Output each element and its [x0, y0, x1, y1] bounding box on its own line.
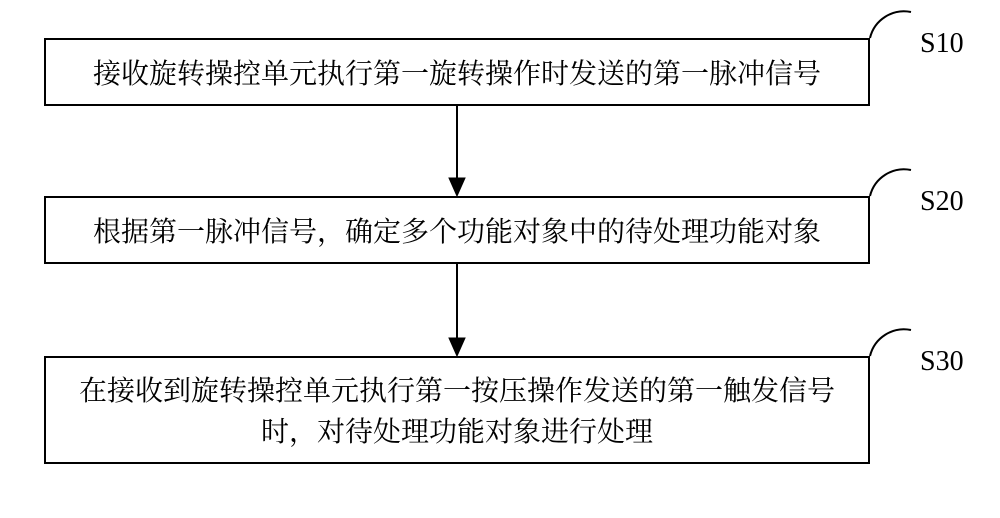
flow-node-s30: 在接收到旋转操控单元执行第一按压操作发送的第一触发信号 时，对待处理功能对象进行… — [44, 356, 870, 464]
step-label-s20: S20 — [920, 186, 964, 218]
step-label-s30: S30 — [920, 346, 964, 378]
flow-node-s20: 根据第一脉冲信号，确定多个功能对象中的待处理功能对象 — [44, 196, 870, 264]
step-label-s10: S10 — [920, 28, 964, 60]
flowchart-canvas: 接收旋转操控单元执行第一旋转操作时发送的第一脉冲信号 S10 根据第一脉冲信号，… — [0, 0, 1000, 518]
flow-node-s10: 接收旋转操控单元执行第一旋转操作时发送的第一脉冲信号 — [44, 38, 870, 106]
